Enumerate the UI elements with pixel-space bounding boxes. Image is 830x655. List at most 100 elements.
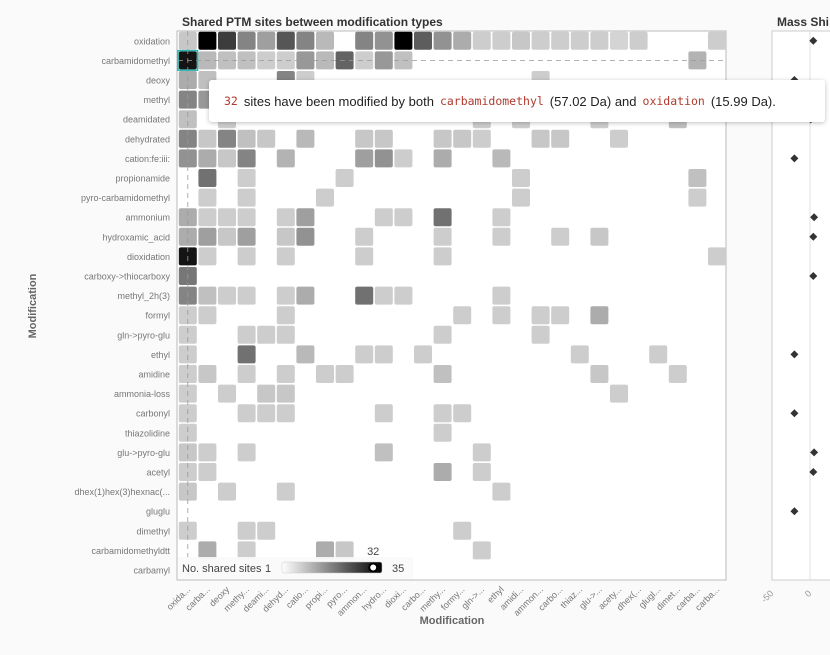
heatmap-cell[interactable] — [218, 384, 236, 403]
heatmap-cell[interactable] — [492, 306, 511, 325]
heatmap-cell[interactable] — [453, 31, 472, 50]
heatmap-cell[interactable] — [257, 129, 276, 148]
heatmap-cell[interactable] — [610, 31, 628, 50]
heatmap-cell[interactable] — [237, 286, 256, 305]
heatmap-cell[interactable] — [708, 247, 726, 266]
heatmap-cell[interactable] — [237, 31, 256, 50]
heatmap-cell[interactable] — [237, 188, 256, 207]
heatmap-cell[interactable] — [276, 227, 295, 246]
mass-shift-marker[interactable] — [790, 154, 799, 163]
heatmap-cell[interactable] — [433, 423, 452, 442]
mass-shift-marker[interactable] — [810, 448, 819, 457]
heatmap-cell[interactable] — [178, 306, 197, 325]
heatmap-cell[interactable] — [688, 169, 707, 187]
heatmap-cell[interactable] — [374, 31, 393, 50]
heatmap-cell[interactable] — [394, 31, 413, 50]
heatmap-cell[interactable] — [218, 286, 236, 305]
heatmap-cell[interactable] — [198, 227, 217, 246]
heatmap-cell[interactable] — [257, 384, 276, 403]
heatmap-cell[interactable] — [276, 31, 295, 50]
heatmap-cell[interactable] — [276, 247, 295, 266]
heatmap-cell[interactable] — [237, 443, 256, 462]
heatmap-cell[interactable] — [257, 31, 276, 50]
heatmap-cell[interactable] — [570, 31, 589, 50]
heatmap-cell[interactable] — [472, 443, 491, 462]
heatmap-cell[interactable] — [276, 384, 295, 403]
heatmap-cell[interactable] — [629, 31, 648, 50]
heatmap-cell[interactable] — [433, 31, 452, 50]
heatmap-cell[interactable] — [218, 227, 236, 246]
heatmap-cell[interactable] — [296, 31, 315, 50]
heatmap-cell[interactable] — [316, 541, 334, 560]
heatmap-cell[interactable] — [355, 149, 374, 168]
heatmap-cell[interactable] — [394, 149, 413, 168]
heatmap-cell[interactable] — [374, 345, 393, 364]
heatmap-cell[interactable] — [237, 541, 256, 560]
heatmap-cell[interactable] — [472, 31, 491, 50]
heatmap-cell[interactable] — [355, 247, 374, 266]
heatmap-cell[interactable] — [276, 149, 295, 168]
heatmap-cell[interactable] — [551, 227, 570, 246]
mass-shift-marker[interactable] — [790, 507, 799, 516]
heatmap-cell[interactable] — [237, 169, 256, 187]
heatmap-cell[interactable] — [531, 129, 550, 148]
heatmap-cell[interactable] — [276, 404, 295, 423]
heatmap-cell[interactable] — [237, 51, 256, 70]
heatmap-cell[interactable] — [178, 423, 197, 442]
heatmap-cell[interactable] — [198, 541, 217, 560]
heatmap-cell[interactable] — [218, 31, 236, 50]
heatmap-cell[interactable] — [198, 365, 217, 383]
heatmap-cell[interactable] — [178, 110, 197, 129]
heatmap-cell[interactable] — [316, 31, 334, 50]
heatmap-cell[interactable] — [472, 129, 491, 148]
heatmap-cell[interactable] — [198, 188, 217, 207]
heatmap-cell[interactable] — [276, 306, 295, 325]
highlight-cell-outline[interactable] — [177, 49, 199, 71]
heatmap-cell[interactable] — [414, 31, 432, 50]
heatmap-cell[interactable] — [512, 31, 530, 50]
heatmap-cell[interactable] — [198, 463, 217, 481]
heatmap-cell[interactable] — [355, 227, 374, 246]
heatmap-cell[interactable] — [198, 443, 217, 462]
heatmap-cell[interactable] — [374, 404, 393, 423]
heatmap-cell[interactable] — [531, 306, 550, 325]
heatmap-cell[interactable] — [531, 325, 550, 344]
heatmap-cell[interactable] — [453, 521, 472, 540]
heatmap-cell[interactable] — [237, 521, 256, 540]
heatmap-cell[interactable] — [198, 169, 217, 187]
heatmap-cell[interactable] — [472, 541, 491, 560]
heatmap-cell[interactable] — [276, 286, 295, 305]
heatmap-cell[interactable] — [492, 208, 511, 227]
heatmap-cell[interactable] — [355, 286, 374, 305]
heatmap-cell[interactable] — [237, 208, 256, 227]
heatmap-cell[interactable] — [374, 286, 393, 305]
heatmap-cell[interactable] — [198, 306, 217, 325]
heatmap-cell[interactable] — [590, 227, 609, 246]
heatmap-cell[interactable] — [335, 365, 354, 383]
heatmap-cell[interactable] — [433, 247, 452, 266]
heatmap-cell[interactable] — [472, 463, 491, 481]
heatmap-cell[interactable] — [433, 365, 452, 383]
heatmap-cell[interactable] — [198, 149, 217, 168]
heatmap-cell[interactable] — [237, 365, 256, 383]
heatmap-cell[interactable] — [316, 365, 334, 383]
heatmap-cell[interactable] — [492, 286, 511, 305]
heatmap-cell[interactable] — [276, 208, 295, 227]
heatmap-cell[interactable] — [316, 188, 334, 207]
heatmap-cell[interactable] — [590, 31, 609, 50]
heatmap-cell[interactable] — [178, 129, 197, 148]
heatmap-cell[interactable] — [453, 306, 472, 325]
heatmap-cell[interactable] — [296, 286, 315, 305]
heatmap-cell[interactable] — [492, 227, 511, 246]
heatmap-cell[interactable] — [492, 149, 511, 168]
mass-shift-marker[interactable] — [809, 232, 818, 241]
heatmap-cell[interactable] — [218, 129, 236, 148]
heatmap-cell[interactable] — [355, 51, 374, 70]
heatmap-cell[interactable] — [237, 345, 256, 364]
heatmap-cell[interactable] — [178, 90, 197, 109]
heatmap-cell[interactable] — [374, 129, 393, 148]
mass-shift-marker[interactable] — [790, 350, 799, 359]
heatmap-cell[interactable] — [198, 208, 217, 227]
heatmap-cell[interactable] — [453, 129, 472, 148]
heatmap-cell[interactable] — [374, 443, 393, 462]
